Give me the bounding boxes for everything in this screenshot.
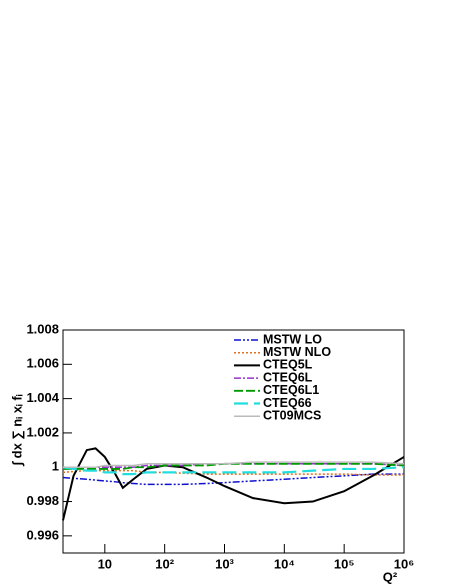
legend-label: CT09MCS — [263, 408, 321, 422]
legend-label: CTEQ66 — [263, 396, 312, 410]
y-axis-label: ∫ dx ∑ nᵢ xᵢ fᵢ — [9, 394, 24, 466]
legend-label: MSTW NLO — [263, 345, 331, 359]
series-line — [62, 447, 405, 521]
y-tick-label: 0.996 — [26, 527, 59, 542]
x-tick-label: 10² — [155, 556, 174, 571]
y-tick-label: 1.006 — [26, 356, 59, 371]
legend-label: CTEQ6L1 — [263, 383, 319, 397]
legend-label: CTEQ6L — [263, 370, 313, 384]
y-tick-label: 1 — [52, 459, 59, 474]
x-axis-label: Q² — [383, 569, 398, 584]
series-line — [62, 473, 404, 486]
x-tick-label: 10⁵ — [334, 556, 355, 571]
x-tick-label: 10³ — [215, 556, 234, 571]
x-tick-label: 10⁴ — [274, 556, 295, 571]
x-tick-label: 10⁶ — [394, 556, 414, 571]
y-tick-label: 0.998 — [26, 493, 59, 508]
legend-label: MSTW LO — [263, 332, 322, 346]
y-tick-label: 1.004 — [26, 390, 59, 405]
legend-label: CTEQ5L — [263, 358, 313, 372]
series-line — [63, 462, 405, 470]
y-tick-label: 1.002 — [26, 424, 59, 439]
y-tick-label: 1.008 — [26, 321, 59, 336]
series-line — [63, 461, 405, 468]
x-tick-label: 10 — [98, 556, 112, 571]
series-line — [62, 466, 405, 476]
plot-frame — [62, 329, 405, 554]
